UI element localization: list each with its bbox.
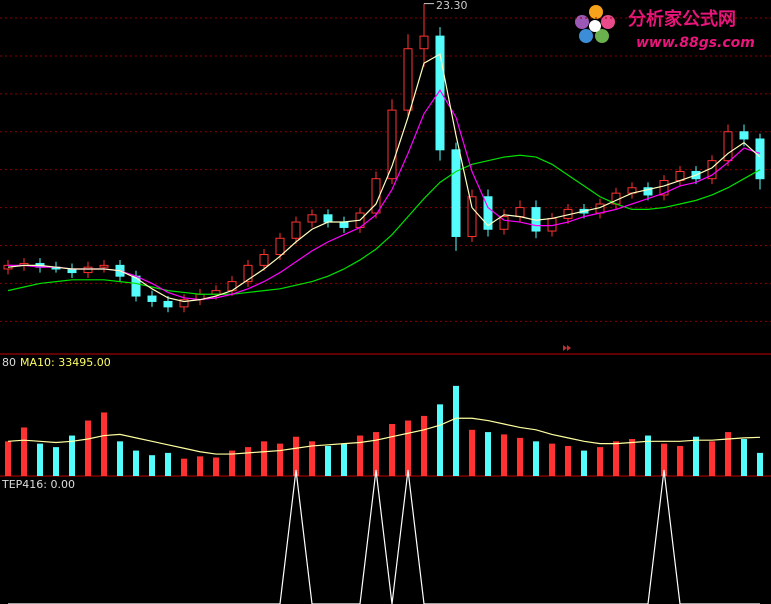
volume-bar [357,435,363,476]
volume-bar [261,441,267,476]
volume-bar [517,437,523,476]
candle-body [243,264,253,283]
candle-body [483,196,493,230]
candle-body [467,196,477,237]
panel-header: 80 [2,356,16,369]
watermark-title: 分析家公式网 [628,8,736,30]
volume-bar [165,452,171,476]
volume-bar [453,385,459,476]
moving-average [8,89,761,301]
volume-bar [709,441,715,476]
signal-line [8,469,760,604]
candle-body [515,207,525,218]
candle-body [419,35,429,50]
candle-body [323,214,333,223]
peak-label: 23.30 [436,0,468,12]
volume-bar [229,450,235,476]
volume-bar [661,443,667,476]
volume-bar [389,424,395,476]
candle-body [83,266,93,274]
volume-bar [437,404,443,476]
volume-bar [197,456,203,476]
volume-bar [69,435,75,476]
volume-bar [53,447,59,476]
volume-bar [341,443,347,476]
volume-bar [677,445,683,476]
volume-bar [549,443,555,476]
candle-body [291,221,301,239]
volume-bar [613,441,619,476]
volume-bar [597,447,603,476]
candle-body [179,299,189,308]
volume-bar [133,450,139,476]
candle-body [643,187,653,196]
volume-bar [181,458,187,476]
candle-body [307,214,317,223]
moving-average [7,154,761,295]
volume-bar [117,441,123,476]
logo [575,5,615,43]
volume-bar [645,435,651,476]
volume-bar [293,436,299,476]
volume-bar [581,450,587,476]
candle-body [739,131,749,140]
panel-header: MA10: 33495.00 [20,356,111,369]
volume-bar [533,441,539,476]
candle-body [275,237,285,256]
volume-bar [421,415,427,476]
candle-body [387,109,397,180]
panel-header: TEP416: 0.00 [1,478,75,491]
volume-bar [405,420,411,476]
volume-bar [325,445,331,476]
volume-bar [725,432,731,476]
volume-bar [149,455,155,476]
moving-average [7,53,761,303]
volume-bar [5,441,11,476]
watermark-url: www.88gs.com [636,35,755,51]
volume-bar [21,427,27,476]
volume-bar [213,457,219,476]
candle-body [403,48,413,111]
candle-body [499,216,509,230]
candle-body [259,254,269,266]
volume-bar [101,412,107,476]
volume-bar [629,439,635,476]
volume-bar [757,452,763,476]
candle-body [339,221,349,228]
candle-body [723,131,733,162]
volume-bar [373,432,379,476]
candle-body [99,264,109,268]
candle-body [451,149,461,237]
candle-body [659,180,669,196]
candle-body [755,138,765,180]
volume-bar [85,420,91,476]
volume-bar [741,439,747,476]
volume-bar [245,447,251,476]
volume-bar [37,443,43,476]
candle-body [147,295,157,302]
volume-bar [485,432,491,476]
volume-bar [693,436,699,476]
scroll-arrows [563,345,571,351]
volume-bar [565,445,571,476]
volume-bar [309,441,315,476]
candle-body [163,300,173,308]
volume-bar [469,429,475,476]
candle-body [435,35,445,151]
volume-bar [277,443,283,476]
volume-average [7,417,761,455]
volume-bar [501,434,507,476]
